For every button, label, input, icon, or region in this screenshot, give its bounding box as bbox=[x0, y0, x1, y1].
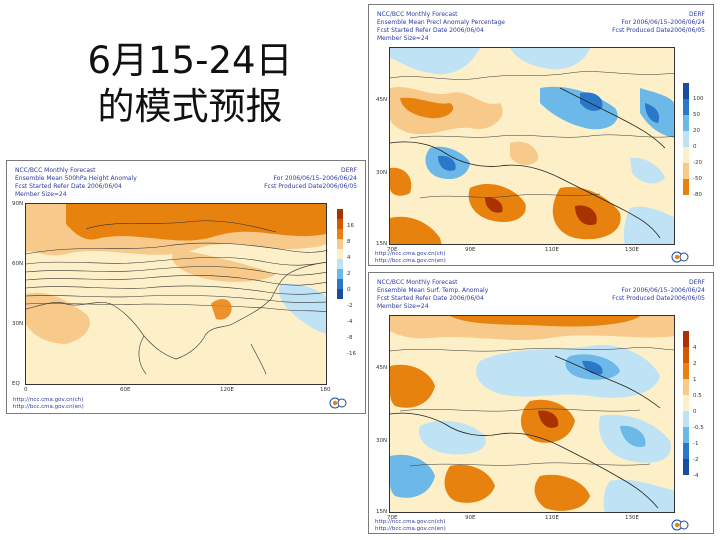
precip-colorbar bbox=[683, 83, 689, 195]
height-cbar-label: 0 bbox=[347, 287, 351, 293]
temp-url-en[interactable]: http://bcc.cma.gov.cn(en) bbox=[375, 526, 446, 532]
temp-header-left: NCC/BCC Monthly Forecast Ensemble Mean S… bbox=[377, 279, 489, 310]
temp-cbar-label: -1 bbox=[693, 441, 699, 447]
precip-header-right: DERF For 2006/06/15–2006/06/24 Fcst Prod… bbox=[612, 11, 705, 34]
height-lat-eq: EQ bbox=[12, 381, 20, 387]
temp-footer-urls: http://ncc.cma.gov.cn(ch) http://bcc.cma… bbox=[375, 519, 446, 533]
height-cbar-label: -4 bbox=[347, 319, 353, 325]
temp-lon-90e: 90E bbox=[465, 515, 476, 521]
height-lat-60n: 60N bbox=[12, 261, 24, 267]
temp-header-right: DERF For 2006/06/15–2006/06/24 Fcst Prod… bbox=[612, 279, 705, 302]
precip-cbar-label: 20 bbox=[693, 128, 700, 134]
bcc-logo-icon bbox=[671, 251, 689, 263]
height-cbar-label: -16 bbox=[347, 351, 356, 357]
height-lat-90n: 90N bbox=[12, 201, 24, 207]
precip-lon-90e: 90E bbox=[465, 247, 476, 253]
height-header-left: NCC/BCC Monthly Forecast Ensemble Mean 5… bbox=[15, 167, 137, 198]
precip-cbar-label: -20 bbox=[693, 160, 702, 166]
temp-cbar-label: 0.5 bbox=[693, 393, 702, 399]
temp-lon-130e: 130E bbox=[625, 515, 639, 521]
temp-anomaly-panel: NCC/BCC Monthly Forecast Ensemble Mean S… bbox=[368, 272, 714, 534]
precip-lon-130e: 130E bbox=[625, 247, 639, 253]
height-lon-0: 0 bbox=[24, 387, 28, 393]
height-cbar-label: 16 bbox=[347, 223, 354, 229]
height-url-ch[interactable]: http://ncc.cma.gov.cn(ch) bbox=[13, 397, 84, 403]
precip-url-ch[interactable]: http://ncc.cma.gov.cn(ch) bbox=[375, 251, 446, 257]
temp-lat-30n: 30N bbox=[376, 438, 388, 444]
precip-lat-30n: 30N bbox=[376, 170, 388, 176]
height-cbar-label: 8 bbox=[347, 239, 351, 245]
temp-cbar-label: 4 bbox=[693, 345, 697, 351]
temp-cbar-label: -2 bbox=[693, 457, 699, 463]
precip-url-en[interactable]: http://bcc.cma.gov.cn(en) bbox=[375, 258, 446, 264]
temp-lon-70e: 70E bbox=[387, 515, 398, 521]
height-footer-urls: http://ncc.cma.gov.cn(ch) http://bcc.cma… bbox=[13, 397, 84, 411]
height-header-right: DERF For 2006/06/15–2006/06/24 Fcst Prod… bbox=[264, 167, 357, 190]
temp-cbar-label: -0.5 bbox=[693, 425, 704, 431]
temp-cbar-label: -4 bbox=[693, 473, 699, 479]
temp-lat-15n: 15N bbox=[376, 509, 388, 515]
height-lon-180: 180 bbox=[320, 387, 331, 393]
height-cbar-label: 4 bbox=[347, 255, 351, 261]
precip-lat-15n: 15N bbox=[376, 241, 388, 247]
precip-anomaly-map bbox=[389, 47, 675, 245]
precip-map-graphic bbox=[390, 48, 674, 244]
precip-cbar-label: -80 bbox=[693, 192, 702, 198]
temp-anomaly-map bbox=[389, 315, 675, 513]
precip-lat-45n: 45N bbox=[376, 97, 388, 103]
height-lat-30n: 30N bbox=[12, 321, 24, 327]
height-cbar-label: -2 bbox=[347, 303, 353, 309]
temp-colorbar bbox=[683, 331, 689, 475]
bcc-logo-icon bbox=[329, 397, 347, 409]
temp-cbar-label: 0 bbox=[693, 409, 697, 415]
temp-cbar-label: 2 bbox=[693, 361, 697, 367]
precip-cbar-label: 0 bbox=[693, 144, 697, 150]
slide-title: 6月15-24日 的模式预报 bbox=[60, 38, 320, 130]
precip-cbar-label: 100 bbox=[693, 96, 704, 102]
height-lon-60e: 60E bbox=[120, 387, 131, 393]
bcc-logo-icon bbox=[671, 519, 689, 531]
title-line-1: 6月15-24日 bbox=[87, 39, 293, 82]
precip-footer-urls: http://ncc.cma.gov.cn(ch) http://bcc.cma… bbox=[375, 251, 446, 265]
temp-lon-110e: 110E bbox=[545, 515, 559, 521]
title-line-2: 的模式预报 bbox=[97, 85, 283, 128]
precip-header-left: NCC/BCC Monthly Forecast Ensemble Mean P… bbox=[377, 11, 505, 42]
temp-cbar-label: 1 bbox=[693, 377, 697, 383]
temp-lat-45n: 45N bbox=[376, 365, 388, 371]
height-cbar-label: -8 bbox=[347, 335, 353, 341]
precip-anomaly-panel: NCC/BCC Monthly Forecast Ensemble Mean P… bbox=[368, 4, 714, 266]
height-map-graphic bbox=[26, 204, 326, 384]
height-cbar-label: 2 bbox=[347, 271, 351, 277]
height-lon-120e: 120E bbox=[220, 387, 234, 393]
height-anomaly-map bbox=[25, 203, 327, 385]
precip-lon-110e: 110E bbox=[545, 247, 559, 253]
height-anomaly-panel: NCC/BCC Monthly Forecast Ensemble Mean 5… bbox=[6, 160, 366, 414]
temp-map-graphic bbox=[390, 316, 674, 512]
precip-cbar-label: 50 bbox=[693, 112, 700, 118]
height-colorbar bbox=[337, 209, 343, 299]
precip-lon-70e: 70E bbox=[387, 247, 398, 253]
height-url-en[interactable]: http://bcc.cma.gov.cn(en) bbox=[13, 404, 84, 410]
temp-url-ch[interactable]: http://ncc.cma.gov.cn(ch) bbox=[375, 519, 446, 525]
precip-cbar-label: -50 bbox=[693, 176, 702, 182]
